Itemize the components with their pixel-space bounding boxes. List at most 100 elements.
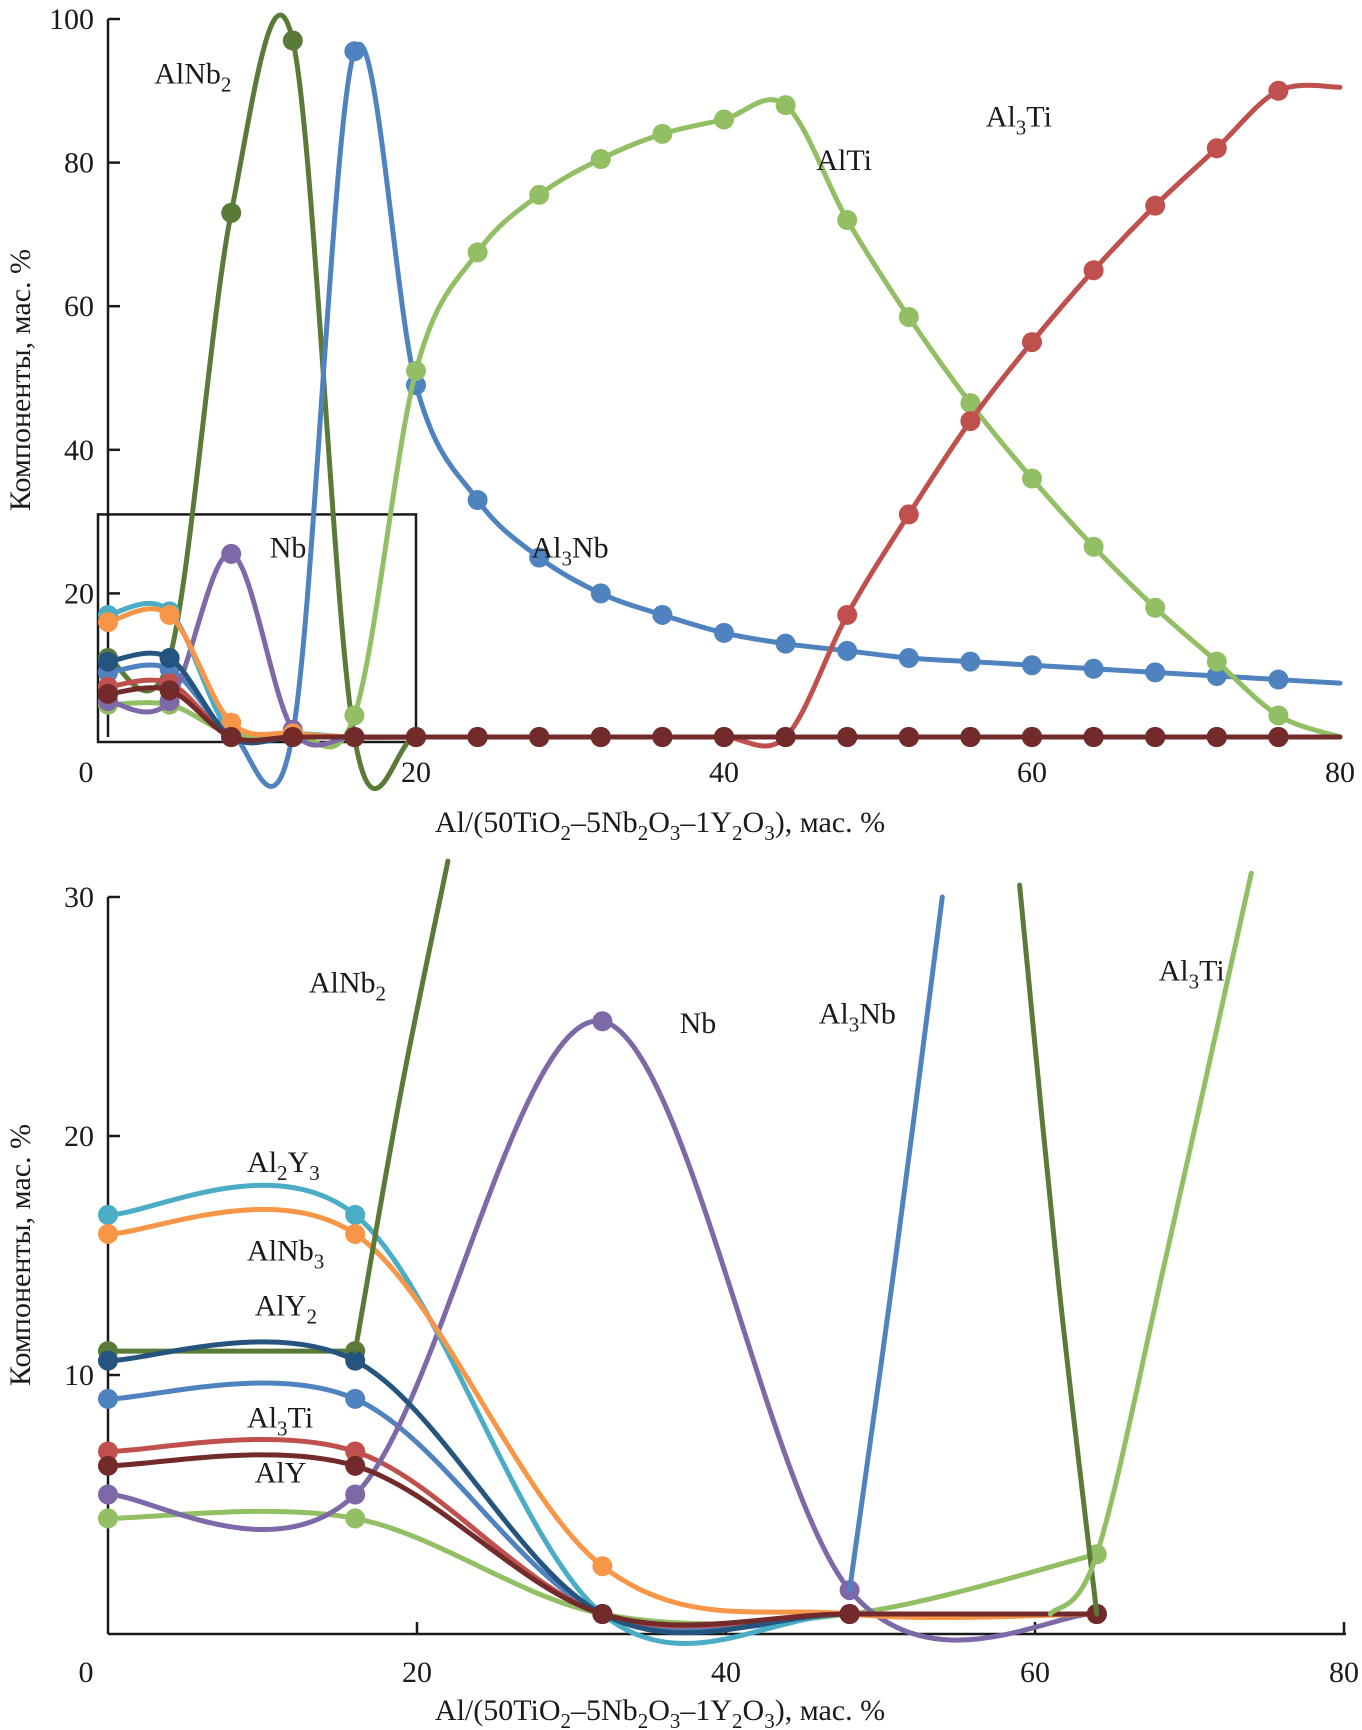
series-label: AlNb2 (154, 58, 231, 97)
series-label: Al3Ti (247, 1402, 313, 1441)
data-point (1268, 80, 1289, 101)
data-point (1083, 536, 1104, 557)
subscript: 3 (314, 1249, 325, 1273)
x-tick-label: 60 (1020, 1656, 1050, 1689)
text-run: O (648, 1694, 670, 1727)
data-point (590, 583, 611, 604)
data-point (344, 41, 365, 62)
text-run: AlNb (309, 967, 376, 1000)
y-axis-title: Компоненты, мас. % (4, 249, 37, 511)
x-tick-label: 40 (711, 1656, 741, 1689)
text-run: –5Nb (570, 1694, 638, 1727)
subscript: 3 (764, 821, 775, 845)
subscript: 3 (277, 1417, 288, 1441)
data-point (98, 1204, 118, 1225)
text-run: Y (288, 1146, 310, 1179)
x-tick-label: 80 (1329, 1656, 1359, 1689)
data-point (98, 1223, 118, 1244)
data-point (1145, 597, 1166, 618)
text-run: AlY (255, 1289, 307, 1322)
text-run: ), мас. % (775, 1694, 885, 1727)
text-run: Al/(50TiO (435, 806, 561, 839)
data-point (1206, 651, 1227, 672)
x-tick-label: 0 (79, 1656, 94, 1689)
text-run: AlNb (247, 1234, 314, 1267)
series-Nb (98, 1011, 1107, 1643)
data-point (1206, 665, 1227, 686)
data-point (406, 727, 426, 747)
subscript: 3 (309, 1161, 320, 1185)
data-point (714, 622, 734, 643)
series-line (105, 1018, 1100, 1643)
text-run: Al/(50TiO (435, 1694, 561, 1727)
data-point (960, 651, 981, 672)
text-run: Al (986, 101, 1016, 134)
data-point (221, 543, 242, 564)
series-Nb (98, 543, 1289, 748)
subscript: 3 (562, 547, 573, 571)
text-run: Ti (1026, 101, 1052, 134)
data-point (1268, 727, 1289, 747)
series-AlY (98, 1452, 1107, 1628)
text-run: Ti (1199, 955, 1225, 988)
series-label: Al3Nb (819, 998, 896, 1037)
data-point (1022, 468, 1042, 489)
y-tick-label: 40 (64, 434, 94, 467)
data-point (590, 727, 611, 747)
text-run: ), мас. % (775, 806, 885, 839)
data-point (98, 612, 118, 633)
data-point (652, 604, 673, 625)
data-point (345, 1484, 366, 1505)
data-point (1206, 727, 1227, 747)
text-run: Nb (859, 998, 896, 1031)
text-run: AlTi (816, 144, 872, 177)
data-point (837, 640, 858, 661)
series-AlNb3 (98, 1206, 1107, 1624)
y-axis-title: Компоненты, мас. % (4, 1124, 37, 1386)
data-point (282, 30, 303, 51)
data-point (1022, 727, 1042, 747)
series-AlNb2 (98, 12, 1289, 791)
data-point (592, 1011, 613, 1032)
text-run: Al (247, 1146, 277, 1179)
series-excursion (352, 858, 451, 1354)
data-point (344, 727, 365, 747)
text-run: O (743, 806, 765, 839)
data-point (898, 727, 919, 747)
data-point (898, 648, 919, 669)
data-point (960, 393, 981, 414)
subscript: 3 (1189, 970, 1200, 994)
data-point (898, 306, 919, 327)
data-point (98, 1508, 118, 1529)
data-point (467, 727, 488, 747)
data-point (344, 705, 365, 726)
series-label: Al3Ti (1159, 955, 1225, 994)
series-label: AlTi (816, 144, 872, 177)
text-run: Ti (288, 1402, 314, 1435)
y-tick-label: 60 (64, 290, 94, 323)
text-run: Al (1159, 955, 1189, 988)
data-point (1268, 705, 1289, 726)
text-run: AlNb (154, 58, 221, 91)
data-point (345, 1350, 366, 1371)
text-run: Nb (680, 1007, 717, 1040)
data-point (775, 727, 796, 747)
data-point (1145, 195, 1166, 216)
series-label: AlY2 (255, 1289, 317, 1328)
text-run: AlY (255, 1457, 307, 1490)
y-tick-label: 20 (64, 577, 94, 610)
x-tick-label: 0 (79, 756, 94, 789)
x-tick-label: 40 (709, 756, 739, 789)
data-point (898, 504, 919, 525)
data-point (345, 1223, 366, 1244)
data-point (345, 1204, 366, 1225)
y-tick-label: 30 (64, 881, 94, 914)
series-label: AlY (255, 1457, 307, 1490)
subscript: 2 (221, 73, 232, 97)
data-point (529, 184, 550, 205)
data-point (98, 1455, 118, 1476)
subscript: 2 (638, 821, 649, 845)
data-point (221, 727, 242, 747)
data-point (714, 727, 734, 747)
